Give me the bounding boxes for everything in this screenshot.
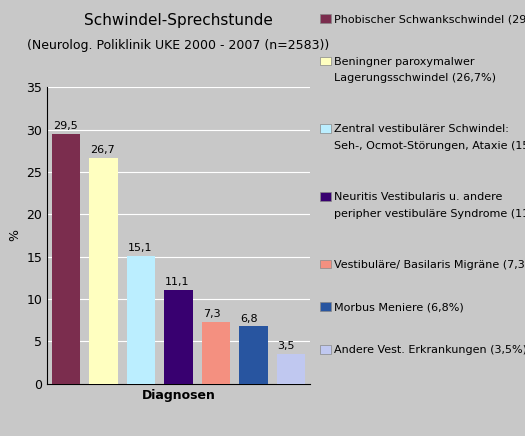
Text: Morbus Meniere (6,8%): Morbus Meniere (6,8%) bbox=[334, 302, 464, 312]
Text: 7,3: 7,3 bbox=[203, 309, 220, 319]
Text: 29,5: 29,5 bbox=[52, 121, 78, 131]
Text: (Neurolog. Poliklinik UKE 2000 - 2007 (n=2583)): (Neurolog. Poliklinik UKE 2000 - 2007 (n… bbox=[27, 39, 330, 52]
Y-axis label: %: % bbox=[8, 229, 21, 242]
Bar bbox=[52, 134, 80, 384]
Text: 3,5: 3,5 bbox=[278, 341, 295, 351]
Text: Lagerungsschwindel (26,7%): Lagerungsschwindel (26,7%) bbox=[334, 73, 496, 83]
Text: Neuritis Vestibularis u. andere: Neuritis Vestibularis u. andere bbox=[334, 192, 502, 202]
Text: Phobischer Schwankschwindel (29,5%): Phobischer Schwankschwindel (29,5%) bbox=[334, 14, 525, 24]
Text: Andere Vest. Erkrankungen (3,5%): Andere Vest. Erkrankungen (3,5%) bbox=[334, 345, 525, 355]
X-axis label: Diagnosen: Diagnosen bbox=[142, 389, 215, 402]
Text: 6,8: 6,8 bbox=[240, 313, 258, 324]
Text: Vestibuläre/ Basilaris Migräne (7,3%): Vestibuläre/ Basilaris Migräne (7,3%) bbox=[334, 260, 525, 270]
Bar bbox=[127, 256, 155, 384]
Bar bbox=[277, 354, 305, 384]
Text: 26,7: 26,7 bbox=[90, 145, 115, 155]
Bar bbox=[202, 322, 230, 384]
Text: Seh-, Ocmot-Störungen, Ataxie (15,1%): Seh-, Ocmot-Störungen, Ataxie (15,1%) bbox=[334, 141, 525, 151]
Text: peripher vestibuläre Syndrome (11,1%): peripher vestibuläre Syndrome (11,1%) bbox=[334, 208, 525, 218]
Text: 15,1: 15,1 bbox=[128, 243, 152, 253]
Text: Zentral vestibulärer Schwindel:: Zentral vestibulärer Schwindel: bbox=[334, 124, 509, 134]
Text: 11,1: 11,1 bbox=[165, 277, 190, 287]
Bar bbox=[239, 326, 268, 384]
Text: Beningner paroxymalwer: Beningner paroxymalwer bbox=[334, 57, 475, 67]
Bar bbox=[89, 157, 118, 384]
Bar bbox=[164, 290, 193, 384]
Text: Schwindel-Sprechstunde: Schwindel-Sprechstunde bbox=[84, 13, 273, 28]
